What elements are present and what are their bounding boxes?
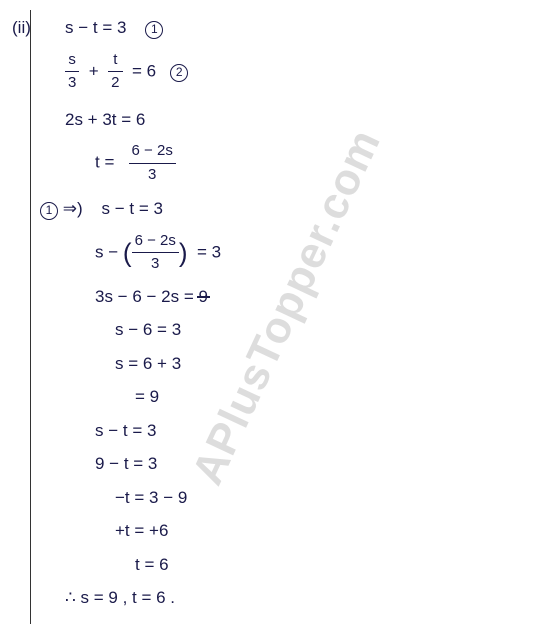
frac-sub: 6 − 2s 3 (132, 230, 179, 276)
handwritten-page: (ii) s − t = 3 1 s 3 + t 2 = 6 2 2s + 3t… (0, 0, 535, 634)
eq1-label: 1 (145, 21, 163, 39)
ref-label-1: 1 (40, 202, 58, 220)
equation-1: (ii) s − t = 3 1 (40, 15, 515, 41)
problem-number: (ii) (12, 15, 31, 41)
implies-arrow: ⇒) (63, 199, 83, 218)
conclusion: ∴ s = 9 , t = 6 . (40, 585, 515, 611)
frac-t-2: t 2 (108, 49, 122, 95)
step-s-value: = 9 (40, 384, 515, 410)
eq2-rhs: = 6 (132, 61, 156, 80)
step-solve-s: s = 6 + 3 (40, 351, 515, 377)
margin-line (30, 10, 31, 624)
struck-value: 9 (199, 284, 208, 310)
step-solve-t: t = 6 − 2s 3 (40, 140, 515, 186)
step-clear-denoms: 2s + 3t = 6 (40, 107, 515, 133)
step-back-sub: s − t = 3 (40, 418, 515, 444)
step-sub-9: 9 − t = 3 (40, 451, 515, 477)
substitute-ref: 1 ⇒) s − t = 3 (40, 196, 515, 222)
eq1-text: s − t = 3 (65, 18, 126, 37)
step-simplify: s − 6 = 3 (40, 317, 515, 343)
step-neg-t: −t = 3 − 9 (40, 485, 515, 511)
equation-2: s 3 + t 2 = 6 2 (40, 49, 515, 95)
step-pos-t: +t = +6 (40, 518, 515, 544)
step-t-value: t = 6 (40, 552, 515, 578)
ref-eq-text: s − t = 3 (102, 199, 163, 218)
eq2-label: 2 (170, 64, 188, 82)
step-substitute: s − ( 6 − 2s 3 ) = 3 (40, 230, 515, 276)
frac-s-3: s 3 (65, 49, 79, 95)
step-expand: 3s − 6 − 2s = 9 (40, 284, 515, 310)
frac-6-2s-3: 6 − 2s 3 (129, 140, 176, 186)
